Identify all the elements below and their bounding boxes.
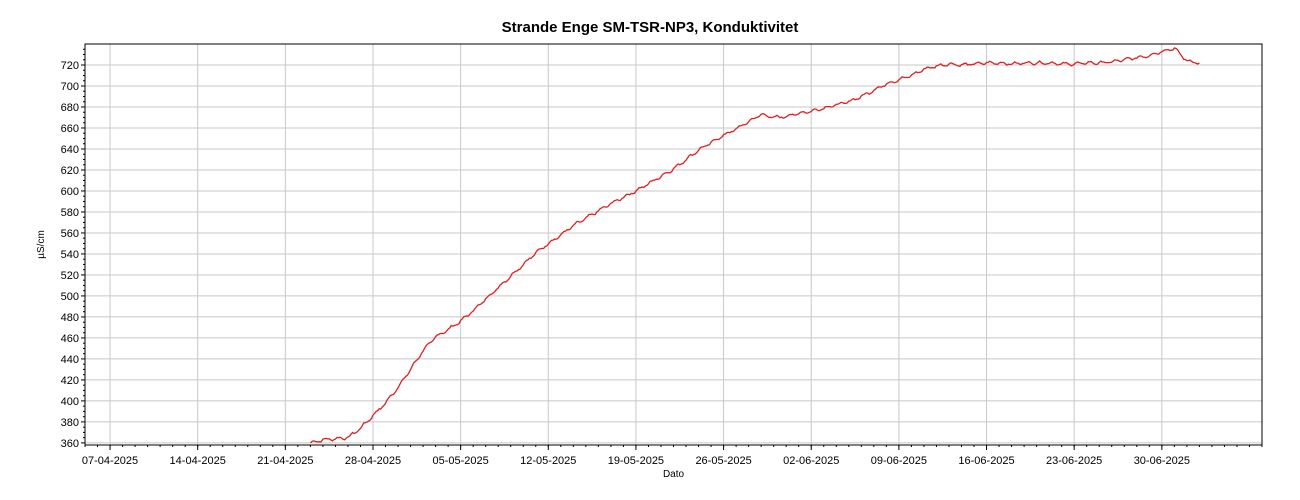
x-tick-label: 09-06-2025 [871, 455, 927, 467]
y-tick-label: 600 [61, 186, 79, 198]
axis-ticks [81, 48, 1263, 450]
y-tick-label: 540 [61, 249, 79, 261]
chart-title: Strande Enge SM-TSR-NP3, Konduktivitet [501, 19, 799, 36]
y-tick-label: 360 [61, 438, 79, 450]
x-tick-label: 12-05-2025 [520, 455, 576, 467]
conductivity-series-line [309, 47, 1200, 444]
x-tick-label: 05-05-2025 [432, 455, 488, 467]
grid-lines [85, 44, 1262, 445]
x-tick-label: 07-04-2025 [82, 455, 138, 467]
x-tick-label: 02-06-2025 [783, 455, 839, 467]
x-tick-label: 30-06-2025 [1134, 455, 1190, 467]
x-tick-label: 21-04-2025 [257, 455, 313, 467]
y-tick-label: 520 [61, 270, 79, 282]
y-tick-label: 500 [61, 291, 79, 303]
y-tick-label: 560 [61, 228, 79, 240]
y-tick-label: 440 [61, 354, 79, 366]
x-tick-label: 16-06-2025 [958, 455, 1014, 467]
x-tick-label: 28-04-2025 [345, 455, 401, 467]
y-tick-label: 620 [61, 165, 79, 177]
x-tick-label: 14-04-2025 [170, 455, 226, 467]
y-tick-label: 660 [61, 123, 79, 135]
y-tick-label: 420 [61, 375, 79, 387]
y-tick-label: 580 [61, 207, 79, 219]
x-tick-label: 19-05-2025 [608, 455, 664, 467]
y-tick-label: 640 [61, 144, 79, 156]
x-tick-labels: 07-04-2025 14-04-2025 21-04-2025 28-04-2025… [82, 455, 1190, 467]
y-tick-label: 460 [61, 333, 79, 345]
y-tick-label: 400 [61, 396, 79, 408]
y-tick-labels: 360 380 400 420 440 460 480 500 520 540 560 580 600 6… [61, 60, 79, 450]
plot-frame [84, 43, 1263, 446]
y-axis-title: µS/cm [36, 230, 47, 259]
x-axis-title: Dato [663, 469, 685, 480]
y-tick-label: 480 [61, 312, 79, 324]
y-tick-label: 380 [61, 417, 79, 429]
x-tick-label: 23-06-2025 [1046, 455, 1102, 467]
y-tick-label: 700 [61, 81, 79, 93]
y-tick-label: 680 [61, 102, 79, 114]
y-tick-label: 720 [61, 60, 79, 72]
x-tick-label: 26-05-2025 [695, 455, 751, 467]
